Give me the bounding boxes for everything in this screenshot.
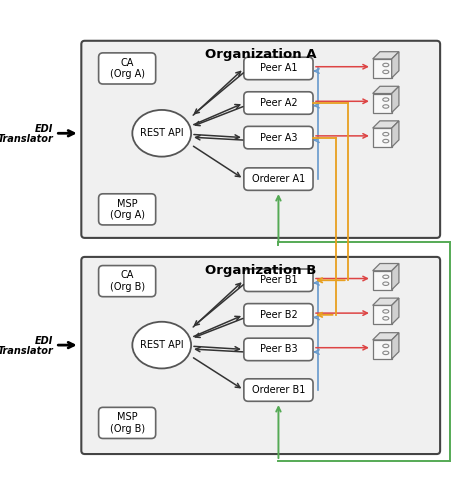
FancyBboxPatch shape: [243, 126, 312, 149]
FancyBboxPatch shape: [243, 269, 312, 291]
Text: EDI: EDI: [35, 336, 54, 346]
FancyBboxPatch shape: [81, 41, 439, 238]
Text: Translator: Translator: [0, 346, 54, 356]
Polygon shape: [372, 121, 398, 128]
Text: Peer A3: Peer A3: [259, 132, 297, 142]
Text: Peer A2: Peer A2: [259, 98, 297, 108]
Text: REST API: REST API: [140, 340, 183, 350]
Ellipse shape: [132, 110, 190, 156]
FancyBboxPatch shape: [243, 57, 312, 80]
Text: REST API: REST API: [140, 128, 183, 138]
Text: Organization B: Organization B: [205, 264, 316, 277]
FancyBboxPatch shape: [98, 194, 155, 225]
Text: CA
(Org A): CA (Org A): [109, 58, 144, 79]
Text: EDI: EDI: [35, 124, 54, 134]
Polygon shape: [372, 264, 398, 270]
Text: CA
(Org B): CA (Org B): [109, 270, 145, 292]
Polygon shape: [372, 332, 398, 340]
FancyBboxPatch shape: [243, 168, 312, 190]
FancyBboxPatch shape: [243, 92, 312, 114]
Polygon shape: [372, 298, 398, 306]
Polygon shape: [391, 52, 398, 78]
Text: MSP
(Org B): MSP (Org B): [109, 412, 145, 434]
FancyBboxPatch shape: [98, 408, 155, 438]
Polygon shape: [372, 52, 398, 59]
FancyBboxPatch shape: [98, 53, 155, 84]
Polygon shape: [391, 121, 398, 147]
Polygon shape: [372, 128, 391, 147]
FancyBboxPatch shape: [243, 304, 312, 326]
Text: MSP
(Org A): MSP (Org A): [109, 198, 144, 220]
Polygon shape: [372, 59, 391, 78]
FancyBboxPatch shape: [81, 257, 439, 454]
Polygon shape: [372, 306, 391, 324]
Polygon shape: [391, 264, 398, 290]
Polygon shape: [372, 340, 391, 359]
Text: Orderer A1: Orderer A1: [251, 174, 304, 184]
Text: Translator: Translator: [0, 134, 54, 144]
FancyBboxPatch shape: [98, 266, 155, 296]
FancyBboxPatch shape: [243, 338, 312, 360]
Text: Organization A: Organization A: [205, 48, 316, 61]
Polygon shape: [372, 86, 398, 94]
Text: Peer A1: Peer A1: [259, 64, 297, 74]
Text: Peer B3: Peer B3: [259, 344, 297, 354]
Text: Peer B1: Peer B1: [259, 276, 297, 285]
FancyBboxPatch shape: [243, 379, 312, 402]
Polygon shape: [391, 86, 398, 113]
Ellipse shape: [132, 322, 190, 368]
Text: Orderer B1: Orderer B1: [251, 385, 304, 395]
Polygon shape: [391, 298, 398, 324]
Polygon shape: [372, 270, 391, 290]
Polygon shape: [372, 94, 391, 112]
Text: Peer B2: Peer B2: [259, 310, 297, 320]
Polygon shape: [391, 332, 398, 359]
